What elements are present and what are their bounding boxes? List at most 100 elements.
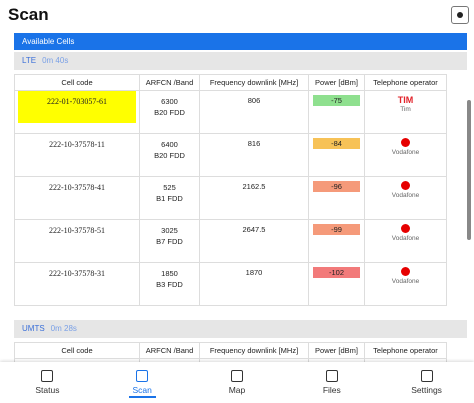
column-header: ARFCN /Band: [139, 74, 200, 91]
scrollbar[interactable]: [467, 100, 471, 240]
band: B1 FDD: [156, 194, 183, 203]
frequency-cell: 1870: [199, 262, 309, 306]
column-header: ARFCN /Band: [139, 342, 200, 359]
power-cell: -84: [308, 133, 365, 177]
column-header: Power [dBm]: [308, 74, 365, 91]
section-header: LTE 0m 40s: [14, 52, 467, 70]
power: -84: [313, 138, 360, 149]
column-header: Frequency downlink [MHz]: [199, 74, 309, 91]
page-title: Scan: [8, 5, 49, 24]
arfcn: 3025: [161, 226, 178, 235]
column-header: Telephone operator: [364, 342, 447, 359]
cell-code-cell: 222-10-37578-11: [14, 133, 140, 177]
band: B20 FDD: [154, 151, 185, 160]
panel-title: Available Cells: [14, 33, 467, 50]
operator-name: Vodafone: [391, 149, 420, 156]
operator-cell: Vodafone: [364, 176, 447, 220]
band: B20 FDD: [154, 108, 185, 117]
frequency-cell: 816: [199, 133, 309, 177]
frequency: 2162.5: [242, 182, 266, 191]
frequency: 806: [247, 96, 261, 105]
nav-icon: [41, 370, 54, 382]
operator-cell: Vodafone: [364, 219, 447, 263]
operator-name: Vodafone: [391, 278, 420, 285]
power-cell: -102: [308, 262, 365, 306]
cell-row[interactable]: 222-10-37578-51 3025 B7 FDD 2647.5 -99 Vodafo…: [14, 219, 447, 263]
operator-logo: [401, 138, 410, 147]
nav-label: Scan: [128, 385, 156, 398]
operator-cell: Vodafone: [364, 133, 447, 177]
nav-item[interactable]: Files: [284, 362, 379, 403]
cells-panel: Available Cells LTE 0m 40s Cell code ARFCN …: [14, 33, 467, 403]
table-header: Cell code ARFCN /Band Frequency downlink […: [14, 74, 447, 91]
column-header: Power [dBm]: [308, 342, 365, 359]
power-cell: -75: [308, 90, 365, 134]
nav-item[interactable]: Settings: [379, 362, 474, 403]
scan-age: 0m 28s: [50, 324, 77, 333]
power-cell: -99: [308, 219, 365, 263]
nav-icon: [136, 370, 149, 382]
action-button[interactable]: [451, 6, 469, 24]
operator-name: Tim: [400, 106, 411, 113]
column-header: Frequency downlink [MHz]: [199, 342, 309, 359]
cell-row[interactable]: 222-01-703057-61 6300 B20 FDD 806 -75 TIM Tim: [14, 90, 447, 134]
power: -102: [313, 267, 360, 278]
arfcn: 6300: [161, 97, 178, 106]
nav-item[interactable]: Status: [0, 362, 95, 403]
power: -96: [313, 181, 360, 192]
frequency: 2647.5: [242, 225, 266, 234]
nav-icon: [230, 370, 243, 382]
cell-row[interactable]: 222-10-37578-31 1850 B3 FDD 1870 -102 Vodafon…: [14, 262, 447, 306]
cell-code: 222-10-37578-51: [49, 226, 105, 235]
frequency-cell: 2647.5: [199, 219, 309, 263]
operator-logo: [401, 267, 410, 276]
technology: LTE: [22, 56, 37, 65]
frequency-cell: 2162.5: [199, 176, 309, 220]
frequency-cell: 806: [199, 90, 309, 134]
nav-label: Files: [322, 385, 341, 395]
bottom-nav: Status Scan Map Files Settings: [0, 362, 474, 403]
scan-age: 0m 40s: [42, 56, 69, 65]
band: B3 FDD: [156, 280, 183, 289]
arfcn-cell: 6300 B20 FDD: [139, 90, 200, 134]
arfcn: 1850: [161, 269, 178, 278]
operator-name: Vodafone: [391, 192, 420, 199]
nav-item[interactable]: Map: [190, 362, 285, 403]
cell-code-cell: 222-01-703057-61: [14, 90, 140, 134]
cell-row[interactable]: 222-10-37578-41 525 B1 FDD 2162.5 -96 Vodafon…: [14, 176, 447, 220]
cell-code-cell: 222-10-37578-51: [14, 219, 140, 263]
operator-cell: Vodafone: [364, 262, 447, 306]
table-header: Cell code ARFCN /Band Frequency downlink […: [14, 342, 447, 359]
operator-logo: [401, 181, 410, 190]
frequency: 1870: [245, 268, 263, 277]
nav-label: Settings: [411, 385, 442, 395]
arfcn: 525: [163, 183, 176, 192]
nav-icon: [325, 370, 338, 382]
cell-code: 222-10-37578-41: [49, 183, 105, 192]
arfcn-cell: 3025 B7 FDD: [139, 219, 200, 263]
column-header: Telephone operator: [364, 74, 447, 91]
nav-label: Map: [228, 385, 246, 395]
operator-cell: TIM Tim: [364, 90, 447, 134]
nav-icon: [420, 370, 433, 382]
power: -99: [313, 224, 360, 235]
cell-code: 222-10-37578-11: [49, 140, 105, 149]
arfcn-cell: 6400 B20 FDD: [139, 133, 200, 177]
nav-item[interactable]: Scan: [95, 362, 190, 403]
app-bar: Scan: [0, 0, 474, 31]
cell-row[interactable]: 222-10-37578-11 6400 B20 FDD 816 -84 Vodafone: [14, 133, 447, 177]
column-header: Cell code: [14, 342, 140, 359]
power-cell: -96: [308, 176, 365, 220]
cell-code-cell: 222-10-37578-31: [14, 262, 140, 306]
cells-table: Cell code ARFCN /Band Frequency downlink […: [14, 74, 447, 306]
technology: UMTS: [22, 324, 45, 333]
cell-code-cell: 222-10-37578-41: [14, 176, 140, 220]
power: -75: [313, 95, 360, 106]
column-header: Cell code: [14, 74, 140, 91]
section-header: UMTS 0m 28s: [14, 320, 467, 338]
cell-code: 222-10-37578-31: [49, 269, 105, 278]
operator-name: Vodafone: [391, 235, 420, 242]
arfcn-cell: 525 B1 FDD: [139, 176, 200, 220]
arfcn: 6400: [161, 140, 178, 149]
